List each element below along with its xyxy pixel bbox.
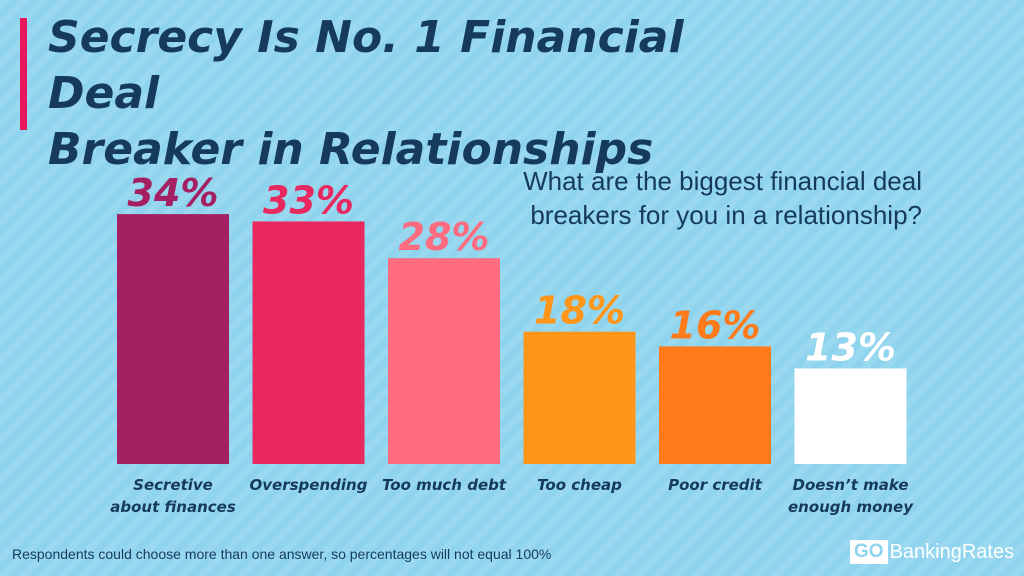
bar-2 [388, 258, 500, 464]
gobankingrates-logo: GO BankingRates [850, 540, 1014, 564]
category-label-5-line-1: enough money [788, 498, 914, 516]
category-label-0-line-1: about finances [110, 498, 236, 516]
value-label-5: 13% [805, 325, 896, 369]
category-label-1-line-0: Overspending [250, 476, 368, 494]
title-line-2: Breaker in Relationships [48, 124, 654, 175]
question-line-2: breakers for you in a relationship? [530, 200, 922, 230]
bar-4 [659, 346, 771, 464]
bar-5 [794, 368, 907, 464]
value-label-2: 28% [399, 215, 490, 259]
bar-1 [252, 221, 365, 464]
bar-3 [523, 331, 636, 464]
category-label-5-line-0: Doesn’t make [793, 476, 909, 494]
category-label-4-line-0: Poor credit [668, 476, 763, 494]
title-accent-bar [20, 18, 27, 130]
category-label-3-line-0: Too cheap [537, 476, 622, 494]
value-label-4: 16% [670, 303, 761, 347]
value-label-1: 33% [263, 178, 354, 222]
category-label-0-line-0: Secretive [133, 476, 213, 494]
footnote: Respondents could choose more than one a… [12, 546, 552, 562]
bar-0 [117, 214, 229, 464]
page-title: Secrecy Is No. 1 Financial Deal Breaker … [48, 10, 808, 178]
logo-text: BankingRates [889, 541, 1015, 563]
value-label-0: 34% [128, 171, 219, 215]
survey-question: What are the biggest financial deal brea… [470, 164, 922, 232]
title-line-1: Secrecy Is No. 1 Financial Deal [48, 12, 684, 119]
logo-go-box: GO [850, 540, 888, 564]
value-label-3: 18% [534, 289, 625, 333]
category-label-2-line-0: Too much debt [382, 476, 507, 494]
question-line-1: What are the biggest financial deal [523, 166, 922, 196]
